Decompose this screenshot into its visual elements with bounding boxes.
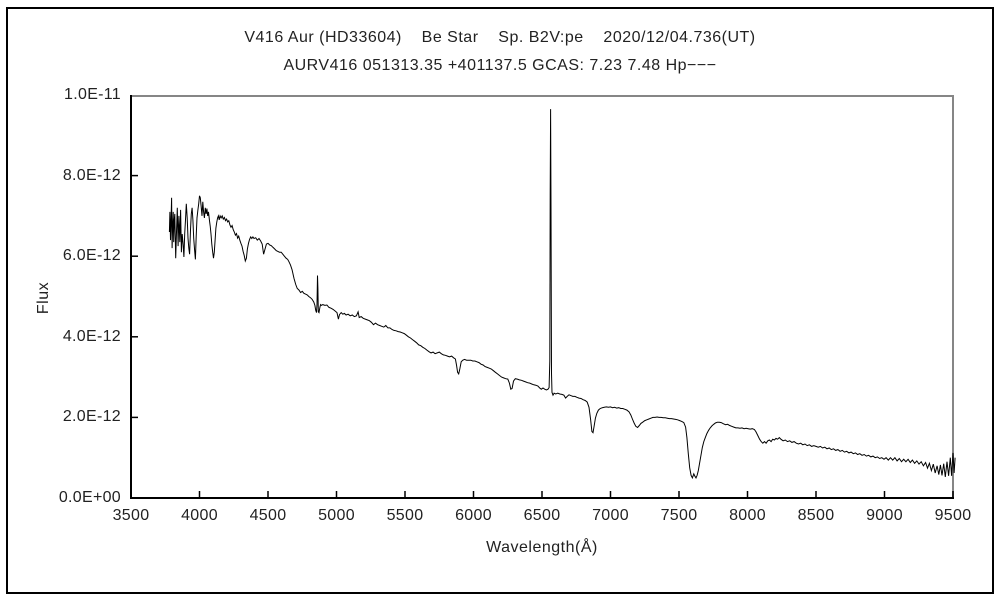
x-tick-label: 3500 [112,507,150,524]
spectrum-trace [168,109,956,480]
y-tick-label: 4.0E-12 [62,327,121,345]
y-axis-title: Flux [35,281,52,315]
x-tick-label: 5000 [318,507,355,524]
x-tick-label: 4000 [181,507,218,524]
x-tick-label: 8500 [797,507,835,524]
x-tick-label: 9500 [934,507,972,524]
y-tick-label: 1.0E-11 [64,86,121,103]
y-tick-label: 2.0E-12 [62,408,121,426]
x-tick-label: 6000 [455,507,492,524]
x-tick-label: 5500 [386,507,424,524]
x-tick-label: 9000 [866,507,903,524]
x-tick-label: 8000 [729,507,766,524]
x-tick-label: 7500 [660,507,698,524]
x-tick-label: 7000 [592,507,629,524]
chart-title-line1: V416 Aur (HD33604) Be Star Sp. B2V:pe 20… [244,29,756,46]
y-tick-label: 0.0E+00 [58,489,121,506]
axis-ticks [130,174,954,497]
y-tick-label: 6.0E-12 [62,247,121,265]
x-tick-label: 6500 [523,507,561,524]
chart-title-line2: AURV416 051313.35 +401137.5 GCAS: 7.23 7… [283,57,717,74]
y-tick-label: 8.0E-12 [62,166,121,184]
x-tick-label: 4500 [249,507,287,524]
x-axis-title: Wavelength(Å) [486,539,598,556]
